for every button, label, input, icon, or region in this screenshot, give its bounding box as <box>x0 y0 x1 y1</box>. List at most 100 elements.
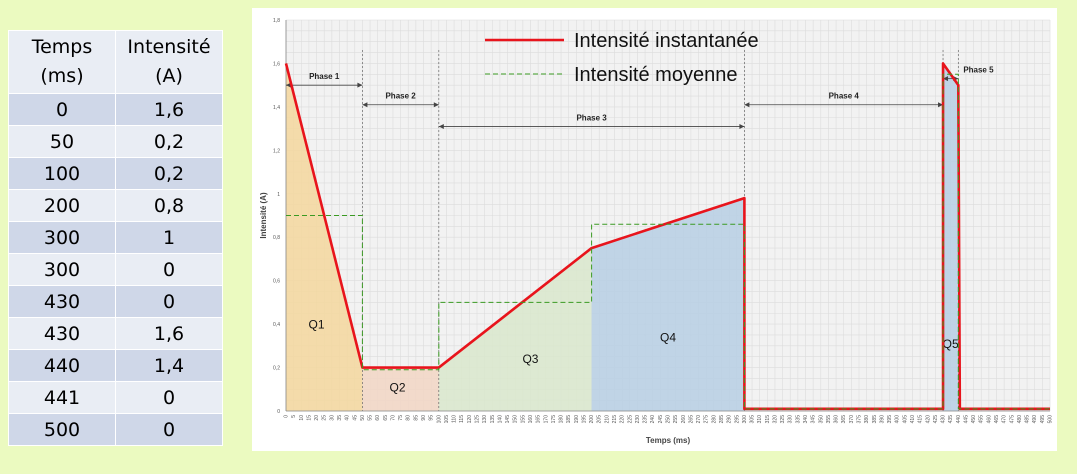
y-tick-label: 1 <box>277 192 280 198</box>
cell-intensite: 1 <box>115 221 223 254</box>
x-tick-label: 480 <box>1017 415 1023 424</box>
x-tick-label: 260 <box>681 415 687 424</box>
cell-intensite: 0 <box>115 285 223 318</box>
x-tick-label: 80 <box>406 415 412 421</box>
cell-temps: 200 <box>8 189 116 222</box>
phase-arrowhead-right <box>433 102 439 108</box>
x-tick-label: 165 <box>536 415 542 424</box>
area-label-q4: Q4 <box>660 330 676 344</box>
x-tick-label: 145 <box>505 415 511 424</box>
x-tick-label: 360 <box>834 415 840 424</box>
phase-arrowhead-right <box>357 82 363 88</box>
cell-intensite: 0 <box>115 253 223 286</box>
x-tick-label: 305 <box>750 415 756 424</box>
area-q3 <box>438 248 592 411</box>
x-tick-label: 250 <box>666 415 672 424</box>
x-tick-label: 20 <box>314 415 320 421</box>
x-tick-label: 275 <box>704 415 710 424</box>
y-tick-label: 1,4 <box>273 105 280 111</box>
phase-arrowhead-left <box>362 102 368 108</box>
x-tick-label: 70 <box>390 415 396 421</box>
x-tick-label: 415 <box>918 415 924 424</box>
table-row: 430 1,6 <box>8 317 223 350</box>
x-tick-label: 115 <box>459 415 465 423</box>
phase-arrowhead-right <box>739 123 745 129</box>
x-tick-label: 90 <box>421 415 427 421</box>
x-tick-label: 225 <box>627 415 633 424</box>
x-tick-label: 125 <box>475 415 481 424</box>
x-tick-label: 440 <box>956 415 962 424</box>
cell-temps: 100 <box>8 157 116 190</box>
x-tick-label: 435 <box>948 415 954 424</box>
x-tick-label: 0 <box>284 415 290 418</box>
x-tick-label: 370 <box>849 415 855 424</box>
chart-panel: Q1 Q2 Q3 Q4 Q5 0 0,2 0,4 0,6 0,8 1 1,2 1,4 1,6 1,8 0 5 1… <box>252 8 1057 451</box>
table-row: 430 0 <box>8 285 223 318</box>
x-tick-label: 485 <box>1025 415 1031 424</box>
x-tick-label: 430 <box>941 415 947 424</box>
x-tick-label: 450 <box>971 415 977 424</box>
table-row: 441 0 <box>8 381 223 414</box>
area-label-q3: Q3 <box>522 352 538 366</box>
x-tick-label: 5 <box>291 415 297 418</box>
x-tick-label: 355 <box>826 415 832 424</box>
x-tick-label: 120 <box>467 415 473 424</box>
cell-intensite: 1,6 <box>115 317 223 350</box>
x-tick-label: 365 <box>841 415 847 424</box>
x-tick-label: 385 <box>872 415 878 424</box>
x-tick-label: 390 <box>879 415 885 424</box>
table-row: 300 1 <box>8 221 223 254</box>
header-temps-line1: Temps <box>31 36 93 58</box>
x-tick-label: 195 <box>581 415 587 424</box>
cell-temps: 430 <box>8 317 116 350</box>
x-tick-label: 490 <box>1032 415 1038 424</box>
table-row: 300 0 <box>8 253 223 286</box>
x-tick-label: 470 <box>1002 415 1008 424</box>
x-tick-label: 40 <box>345 415 351 421</box>
x-tick-label: 280 <box>711 415 717 424</box>
cell-temps: 300 <box>8 221 116 254</box>
x-tick-label: 45 <box>352 415 358 421</box>
x-tick-label: 310 <box>757 415 763 424</box>
phase-arrowhead-left <box>438 123 444 129</box>
x-tick-label: 60 <box>375 415 381 421</box>
x-tick-label: 445 <box>963 415 969 424</box>
x-tick-label: 105 <box>444 415 450 424</box>
x-tick-label: 200 <box>589 415 595 424</box>
x-tick-label: 15 <box>306 415 312 421</box>
y-tick-label: 0,8 <box>273 235 280 241</box>
x-tick-label: 495 <box>1040 415 1046 424</box>
cell-intensite: 0,2 <box>115 125 223 158</box>
phase-arrowhead-left <box>286 82 291 88</box>
x-tick-label: 155 <box>520 415 526 424</box>
cell-temps: 430 <box>8 285 116 318</box>
y-axis-title: Intensité (A) <box>259 192 268 239</box>
x-tick-label: 350 <box>818 415 824 424</box>
x-tick-label: 270 <box>696 415 702 424</box>
area-label-q5: Q5 <box>943 337 959 351</box>
x-tick-label: 325 <box>780 415 786 424</box>
series-line-2 <box>286 73 1050 410</box>
y-tick-label: 1,6 <box>273 61 280 67</box>
cell-temps: 441 <box>8 381 116 414</box>
header-intensite-line1: Intensité <box>127 36 211 58</box>
x-tick-label: 455 <box>979 415 985 424</box>
x-tick-label: 400 <box>895 415 901 424</box>
x-tick-label: 175 <box>551 415 557 424</box>
phase-arrowhead-left <box>744 102 750 108</box>
x-tick-label: 190 <box>574 415 580 424</box>
x-tick-label: 285 <box>719 415 725 424</box>
cell-intensite: 0 <box>115 413 223 446</box>
x-tick-label: 75 <box>398 415 404 421</box>
x-tick-label: 135 <box>490 415 496 424</box>
x-tick-label: 210 <box>604 415 610 424</box>
phase-arrowhead-left <box>943 76 949 82</box>
area-q1 <box>286 63 363 411</box>
x-tick-label: 410 <box>910 415 916 424</box>
x-tick-label: 65 <box>383 415 389 421</box>
x-tick-label: 425 <box>933 415 939 424</box>
x-tick-label: 330 <box>788 415 794 424</box>
phase-label: Phase 4 <box>829 92 860 101</box>
x-tick-label: 465 <box>994 415 1000 424</box>
y-tick-label: 0,2 <box>273 366 280 372</box>
